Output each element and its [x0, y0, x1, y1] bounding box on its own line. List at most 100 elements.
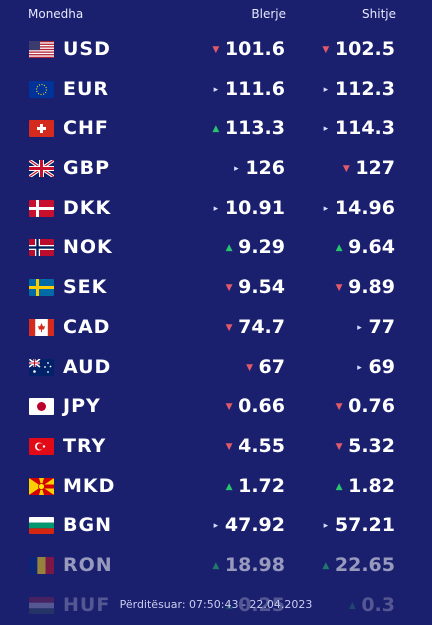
trend-down-icon: ▼: [342, 164, 350, 175]
trend-same-icon: ▸: [323, 124, 329, 135]
currency-code: EUR: [63, 77, 110, 100]
sell-rate-value: 1.82: [348, 474, 395, 497]
buy-rate-value: 4.55: [238, 434, 285, 457]
buy-rate-value: 0.66: [238, 395, 285, 418]
rate-row-cad: CAD ▼ 74.7 ▸ 77: [0, 308, 432, 348]
trend-same-icon: ▸: [213, 84, 219, 95]
rate-row-dkk: DKK ▸ 10.91 ▸ 14.96: [0, 189, 432, 229]
currency-code: RON: [63, 553, 113, 576]
ca-flag-icon: [29, 318, 54, 336]
buy-rate: ▼ 9.54: [224, 276, 285, 298]
currency-code: AUD: [63, 355, 112, 378]
rate-row-gbp: GBP ▸ 126 ▼ 127: [0, 149, 432, 189]
trend-down-icon: ▼: [225, 283, 233, 294]
sell-rate-value: 0.3: [361, 593, 395, 616]
sell-rate-value: 102.5: [334, 38, 395, 60]
trend-same-icon: ▸: [323, 84, 329, 95]
sell-rate: ▲ 22.65: [321, 554, 395, 576]
rate-row-nok: NOK ▲ 9.29 ▲ 9.64: [0, 228, 432, 268]
trend-up-icon: ▲: [348, 600, 356, 611]
trend-down-icon: ▼: [335, 441, 343, 452]
hu-flag-icon: [29, 596, 54, 614]
sell-rate: ▸ 77: [355, 316, 395, 338]
currency-code: USD: [63, 38, 111, 60]
currency-code: CHF: [63, 117, 109, 140]
sell-rate-value: 9.64: [348, 236, 395, 259]
no-flag-icon: [29, 239, 54, 257]
sell-rate: ▼ 5.32: [334, 435, 395, 457]
trend-up-icon: ▲: [335, 481, 343, 492]
table-header: Monedha Blerje Shitje: [0, 0, 432, 28]
buy-rate: ▲ 18.98: [211, 554, 285, 576]
buy-rate: ▲ 9.29: [224, 236, 285, 258]
sell-rate: ▸ 69: [355, 356, 395, 378]
currency-code: DKK: [63, 196, 112, 219]
exchange-rate-list: USD ▼ 101.6 ▼ 102.5 EUR ▸ 111.6 ▸ 112.3 CHF ▲ 113.3 ▸…: [0, 30, 432, 625]
buy-rate: ▼ 101.6: [211, 38, 285, 60]
mk-flag-icon: [29, 477, 54, 495]
trend-down-icon: ▼: [335, 283, 343, 294]
trend-same-icon: ▸: [323, 203, 329, 214]
rate-row-usd: USD ▼ 101.6 ▼ 102.5: [0, 30, 432, 70]
buy-rate-value: 0.25: [238, 593, 285, 616]
rate-row-aud: AUD ▼ 67 ▸ 69: [0, 348, 432, 388]
sell-rate: ▲ 1.82: [334, 475, 395, 497]
buy-rate: ▲ 0.25: [224, 594, 285, 616]
sell-column-header: Shitje: [362, 7, 396, 21]
rate-row-chf: CHF ▲ 113.3 ▸ 114.3: [0, 109, 432, 149]
rate-row-sek: SEK ▼ 9.54 ▼ 9.89: [0, 268, 432, 308]
rate-row-mkd: MKD ▲ 1.72 ▲ 1.82: [0, 467, 432, 507]
sell-rate-value: 57.21: [334, 514, 395, 537]
buy-rate-value: 111.6: [224, 77, 285, 100]
trend-same-icon: ▸: [213, 521, 219, 532]
sell-rate-value: 9.89: [348, 276, 395, 299]
currency-code: SEK: [63, 276, 108, 299]
buy-rate-value: 67: [258, 355, 285, 378]
buy-rate-value: 1.72: [238, 474, 285, 497]
trend-down-icon: ▼: [322, 45, 330, 55]
buy-rate: ▸ 10.91: [211, 197, 285, 219]
currency-code: HUF: [63, 593, 111, 616]
buy-rate-value: 113.3: [224, 117, 285, 140]
buy-rate: ▸ 126: [231, 157, 285, 179]
sell-rate: ▲ 9.64: [334, 236, 395, 258]
au-flag-icon: [29, 358, 54, 376]
rate-row-ron: RON ▲ 18.98 ▲ 22.65: [0, 546, 432, 586]
ch-flag-icon: [29, 120, 54, 138]
sell-rate: ▼ 102.5: [321, 38, 395, 60]
trend-same-icon: ▸: [357, 322, 362, 333]
gb-flag-icon: [29, 160, 54, 178]
trend-same-icon: ▸: [213, 203, 219, 214]
trend-same-icon: ▸: [323, 521, 329, 532]
sell-rate-value: 127: [355, 157, 395, 180]
buy-rate-value: 10.91: [224, 196, 285, 219]
trend-up-icon: ▲: [225, 600, 233, 611]
trend-down-icon: ▼: [246, 362, 253, 373]
trend-up-icon: ▲: [225, 243, 233, 254]
currency-code: TRY: [63, 434, 107, 457]
currency-code: CAD: [63, 315, 111, 338]
trend-up-icon: ▲: [322, 560, 330, 571]
eu-flag-icon: [29, 80, 54, 98]
currency-code: MKD: [63, 474, 116, 497]
buy-rate: ▲ 1.72: [224, 475, 285, 497]
sell-rate-value: 69: [368, 355, 395, 378]
last-updated-text: Përditësuar: 07:50:43 - 22.04.2023: [119, 598, 313, 611]
sell-rate: ▼ 9.89: [334, 276, 395, 298]
currency-column-header: Monedha: [28, 7, 84, 21]
buy-rate-value: 126: [245, 157, 285, 180]
buy-rate-value: 47.92: [224, 514, 285, 537]
trend-up-icon: ▲: [212, 124, 220, 135]
ro-flag-icon: [29, 556, 54, 574]
se-flag-icon: [29, 279, 54, 297]
trend-down-icon: ▼: [212, 45, 220, 55]
sell-rate: ▸ 112.3: [321, 78, 395, 100]
sell-rate-value: 5.32: [348, 434, 395, 457]
trend-up-icon: ▲: [335, 243, 343, 254]
rate-row-try: TRY ▼ 4.55 ▼ 5.32: [0, 427, 432, 467]
buy-rate-value: 74.7: [238, 315, 285, 338]
trend-down-icon: ▼: [225, 441, 233, 452]
buy-rate: ▲ 113.3: [211, 117, 285, 139]
jp-flag-icon: [29, 398, 54, 416]
buy-rate-value: 101.6: [224, 38, 285, 60]
